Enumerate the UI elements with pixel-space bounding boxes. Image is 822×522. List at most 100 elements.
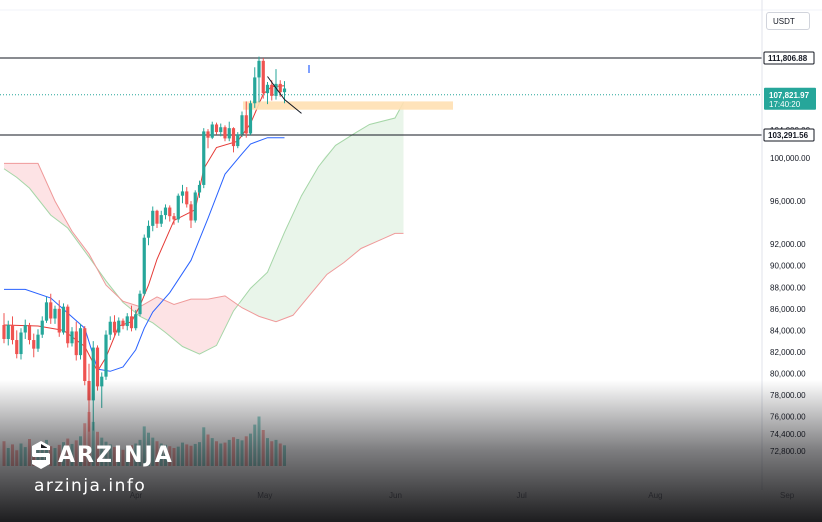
candle-body <box>117 320 121 333</box>
candle-body <box>87 380 91 401</box>
volume-bar <box>266 438 269 466</box>
volume-bar <box>2 441 6 466</box>
candle-body <box>78 328 83 356</box>
volume-bar <box>223 442 227 466</box>
candle <box>44 296 49 323</box>
candle <box>66 304 70 348</box>
candle <box>40 316 44 338</box>
candle-body <box>163 207 168 216</box>
candle <box>210 121 214 140</box>
price-tick-label: 90,000.00 <box>770 262 806 271</box>
candle <box>125 313 129 331</box>
candle-body <box>49 302 53 319</box>
candle-body <box>261 60 265 94</box>
candle-body <box>270 84 274 96</box>
volume-bar <box>283 445 286 466</box>
candle <box>91 341 95 431</box>
volume-bar <box>270 441 274 466</box>
candle-body <box>53 308 57 319</box>
candle <box>159 210 163 227</box>
candle-body <box>210 124 214 138</box>
candle <box>180 184 185 204</box>
candle-body <box>257 60 261 78</box>
candle-body <box>134 314 138 329</box>
candle-body <box>138 293 142 315</box>
candle <box>261 58 265 99</box>
price-level-label: 103,291.56 <box>768 131 809 140</box>
volume-bar <box>227 439 231 466</box>
candle-body <box>2 324 6 339</box>
volume-bar <box>240 440 244 466</box>
candle <box>168 205 172 222</box>
countdown-label: 17:40:20 <box>769 100 801 109</box>
candle-body <box>146 225 151 238</box>
candle-body <box>6 324 10 339</box>
price-tick-label: 88,000.00 <box>770 283 806 292</box>
candle-body <box>202 131 206 185</box>
candle-body <box>44 302 49 321</box>
candle <box>265 82 270 105</box>
volume-bar <box>215 441 218 466</box>
candle <box>248 100 253 135</box>
candle-body <box>112 321 117 333</box>
candle-body <box>265 84 270 94</box>
supply-zone <box>243 101 453 110</box>
candle <box>117 317 121 336</box>
candle <box>121 318 125 330</box>
price-tick-label: 100,000.00 <box>770 154 811 163</box>
candle <box>240 111 244 137</box>
candle <box>23 319 27 339</box>
candle-body <box>180 191 185 196</box>
candle-body <box>253 77 257 104</box>
currency-selector[interactable]: USDT <box>766 12 810 30</box>
candle-body <box>172 216 176 220</box>
volume-bar <box>257 416 261 466</box>
volume-bar <box>189 445 193 466</box>
candle <box>257 56 261 103</box>
candle-body <box>10 324 15 341</box>
candlesticks <box>2 56 310 432</box>
price-tick-label: 92,000.00 <box>770 240 806 249</box>
price-tick-label: 76,000.00 <box>770 413 806 422</box>
candle <box>227 121 231 142</box>
candle-body <box>108 321 112 335</box>
candle-body <box>231 128 236 147</box>
candle <box>231 127 236 153</box>
price-tick-label: 86,000.00 <box>770 305 806 314</box>
candle-body <box>189 204 193 221</box>
candle-body <box>227 128 231 139</box>
brand-name: ARZINJA <box>58 442 174 468</box>
volume-bar <box>249 433 252 466</box>
month-tick-label: Aug <box>648 491 662 500</box>
candle <box>36 329 40 352</box>
candle <box>155 209 159 229</box>
volume-bar <box>274 439 278 466</box>
candle <box>185 187 189 208</box>
candle-body <box>244 115 248 134</box>
month-tick-label: Sep <box>780 491 795 500</box>
candle-body <box>236 134 240 147</box>
candle <box>2 313 6 344</box>
volume-bar <box>210 438 214 466</box>
candle <box>274 69 278 100</box>
candle-body <box>168 207 172 217</box>
candle-body <box>176 195 180 220</box>
candle-body <box>74 331 78 356</box>
candle <box>214 122 219 135</box>
volume-bar <box>219 443 223 466</box>
candle <box>83 326 87 386</box>
candle-body <box>193 192 197 221</box>
candle-body <box>40 320 44 335</box>
candle <box>219 123 223 137</box>
volume-bar <box>232 437 235 466</box>
arzinja-logo-icon <box>32 441 50 469</box>
candle <box>138 290 142 317</box>
candle-body <box>70 331 74 344</box>
candle <box>146 220 151 246</box>
candle <box>193 190 197 223</box>
candle-body <box>95 347 100 387</box>
candle <box>95 345 100 391</box>
candle-body <box>32 340 36 349</box>
candle <box>53 305 57 324</box>
